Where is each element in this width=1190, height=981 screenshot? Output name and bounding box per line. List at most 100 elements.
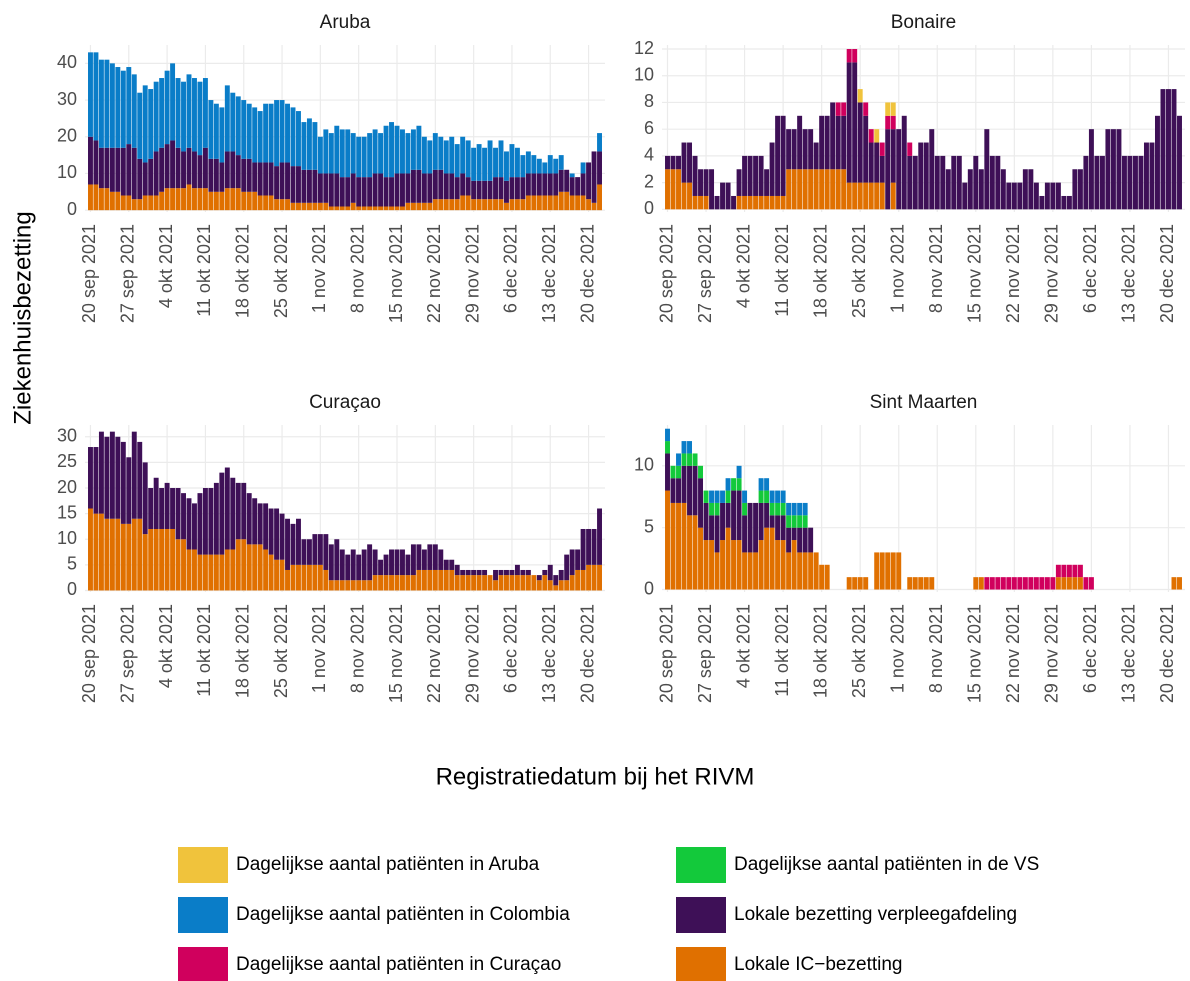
bar	[290, 523, 296, 565]
bar	[498, 569, 504, 576]
bar	[868, 182, 874, 210]
y-tick-label: 10	[634, 455, 654, 475]
x-tick-label: 11 okt 2021	[772, 224, 792, 317]
bar	[698, 169, 704, 196]
bar	[372, 549, 378, 576]
bar	[879, 155, 885, 183]
bar	[104, 147, 110, 189]
bar	[769, 527, 775, 590]
bar	[775, 515, 781, 541]
bar	[698, 527, 704, 590]
bar	[725, 527, 731, 590]
bar	[197, 155, 203, 189]
bar	[312, 169, 318, 203]
x-tick-label: 20 dec 2021	[577, 224, 597, 323]
bar	[181, 151, 186, 189]
bar	[142, 162, 148, 196]
bar	[186, 147, 192, 185]
x-tick-label: 22 nov 2021	[1003, 224, 1023, 323]
bar	[890, 182, 896, 210]
bar	[547, 195, 553, 211]
bar	[907, 577, 913, 590]
bar	[465, 195, 471, 211]
bar	[252, 498, 258, 545]
bar	[367, 544, 373, 581]
bar	[383, 554, 389, 576]
bar	[208, 488, 214, 555]
bar	[945, 169, 951, 210]
bar	[597, 508, 602, 565]
bar	[323, 569, 329, 591]
bar	[438, 549, 444, 570]
x-tick-label: 15 nov 2021	[965, 224, 985, 323]
bar	[575, 569, 581, 591]
bar	[753, 502, 759, 553]
bar	[88, 447, 93, 509]
bar	[317, 564, 323, 591]
bar	[547, 155, 553, 174]
bar	[246, 544, 252, 591]
x-tick-label: 8 nov 2021	[926, 604, 946, 693]
bar	[175, 147, 181, 189]
bar	[350, 173, 356, 203]
bar	[192, 151, 197, 189]
bar	[159, 528, 165, 591]
bar	[345, 206, 351, 211]
bar	[681, 182, 687, 210]
bar	[553, 585, 559, 591]
y-tick-label: 20	[57, 126, 77, 146]
bar	[731, 490, 737, 541]
bar	[454, 564, 460, 576]
bar	[536, 173, 542, 196]
bar	[498, 177, 504, 200]
bar	[449, 136, 455, 174]
bar	[120, 523, 126, 591]
y-tick-label: 12	[634, 38, 654, 58]
bar	[670, 465, 676, 479]
bar	[575, 195, 581, 211]
bar	[791, 515, 797, 528]
bar	[263, 549, 269, 591]
bar	[769, 490, 775, 503]
legend-label: Dagelijkse aantal patiënten in Colombia	[236, 904, 570, 925]
bar	[432, 199, 438, 211]
bar	[449, 569, 455, 591]
bar	[383, 177, 389, 207]
bar	[791, 502, 797, 516]
bar	[416, 569, 422, 591]
bar	[742, 490, 748, 503]
bar	[863, 182, 869, 210]
bar	[246, 158, 252, 192]
bar	[339, 129, 345, 178]
bar	[725, 478, 731, 491]
bar	[432, 169, 438, 200]
bar	[720, 490, 726, 503]
bar	[306, 118, 312, 170]
bar	[714, 195, 720, 210]
bar	[88, 52, 93, 137]
bar	[126, 144, 132, 196]
bar	[356, 206, 362, 211]
bar	[120, 441, 126, 524]
bar	[758, 195, 764, 210]
bar	[279, 100, 285, 163]
bar	[213, 482, 219, 555]
bar	[591, 151, 597, 203]
bar	[764, 527, 770, 590]
bar	[443, 199, 449, 211]
bar	[841, 102, 847, 116]
bar	[580, 173, 586, 196]
bar	[509, 177, 515, 200]
bar	[213, 191, 219, 211]
bar	[791, 527, 797, 541]
bar	[830, 102, 836, 170]
y-tick-label: 30	[57, 89, 77, 109]
bar	[786, 515, 792, 528]
bar	[208, 554, 214, 591]
bar	[824, 115, 830, 170]
bar	[676, 465, 681, 479]
bar	[465, 569, 471, 576]
bar	[802, 502, 808, 516]
bar	[764, 490, 770, 503]
bar	[890, 102, 896, 116]
